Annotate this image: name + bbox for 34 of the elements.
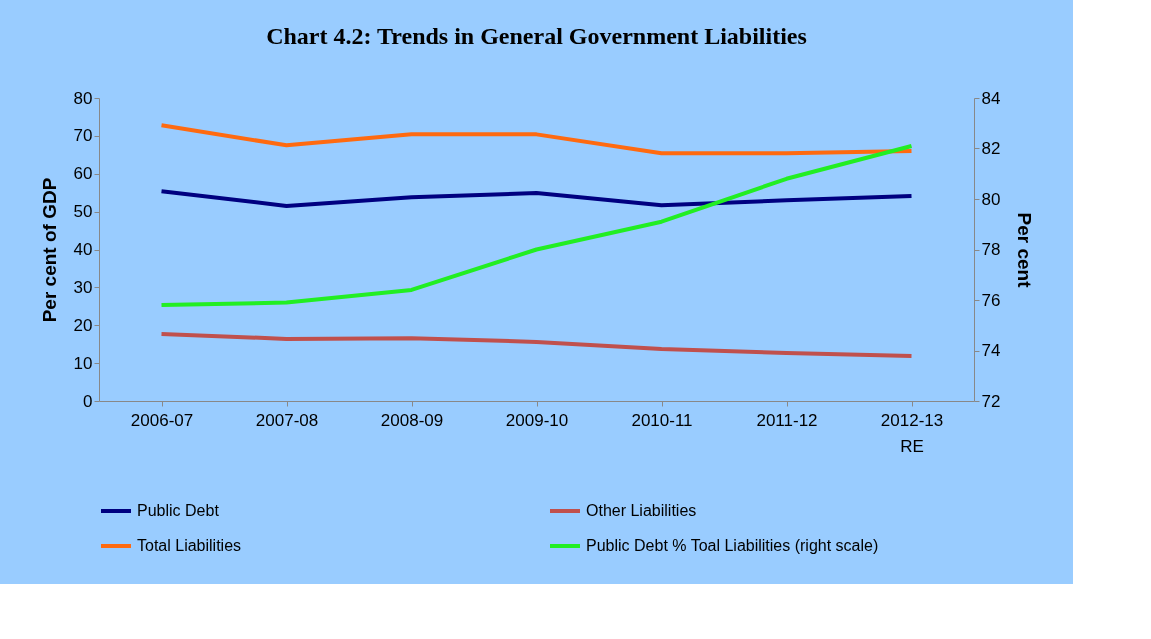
y2-tick-label: 78: [981, 240, 1001, 259]
legend-label: Public Debt: [137, 502, 220, 519]
x-tick-label: 2007-08: [255, 410, 319, 430]
line-series: [159, 123, 914, 156]
line-series: [159, 143, 914, 308]
x-tick-label: 2009-10: [505, 410, 569, 430]
x-tick-label: 2011-12: [756, 410, 818, 430]
y2-tick-label: 84: [981, 88, 1001, 108]
y2-axis-title: Per cent: [1014, 212, 1036, 289]
line-series: [159, 189, 914, 208]
y-tick-label: 80: [73, 88, 93, 108]
chart-title: Chart 4.2: Trends in General Government Liabilities: [266, 23, 807, 49]
x-tick-label: 2008-09: [380, 410, 444, 430]
legend-label: Total Liabilities: [137, 537, 242, 554]
x-tick-label: 2006-07: [130, 410, 194, 430]
x-tick-label: 2010-11: [631, 410, 693, 430]
y-tick-label: 70: [73, 126, 93, 146]
y2-tick-label: 82: [981, 139, 1001, 158]
legend-label: Public Debt % Toal Liabilities (right scale): [586, 537, 879, 554]
y2-tick-label: 74: [981, 341, 1001, 360]
y2-tick-label: 72: [981, 391, 1001, 411]
y2-tick-label: 76: [981, 290, 1001, 310]
y-tick-label: 10: [73, 353, 93, 373]
y-tick-label: 60: [73, 164, 93, 184]
y-tick-label: 0: [83, 391, 93, 411]
y-tick-label: 50: [73, 202, 93, 222]
legend-label: Other Liabilities: [586, 502, 697, 519]
y2-tick-label: 80: [981, 189, 1001, 209]
y-tick-label: 40: [73, 240, 93, 259]
y-tick-label: 20: [73, 315, 93, 335]
line-series: [159, 331, 914, 358]
x-tick-label: 2012-13 RE: [880, 410, 944, 456]
y-tick-label: 30: [73, 277, 93, 297]
y-axis-title: Per cent of GDP: [38, 177, 60, 323]
